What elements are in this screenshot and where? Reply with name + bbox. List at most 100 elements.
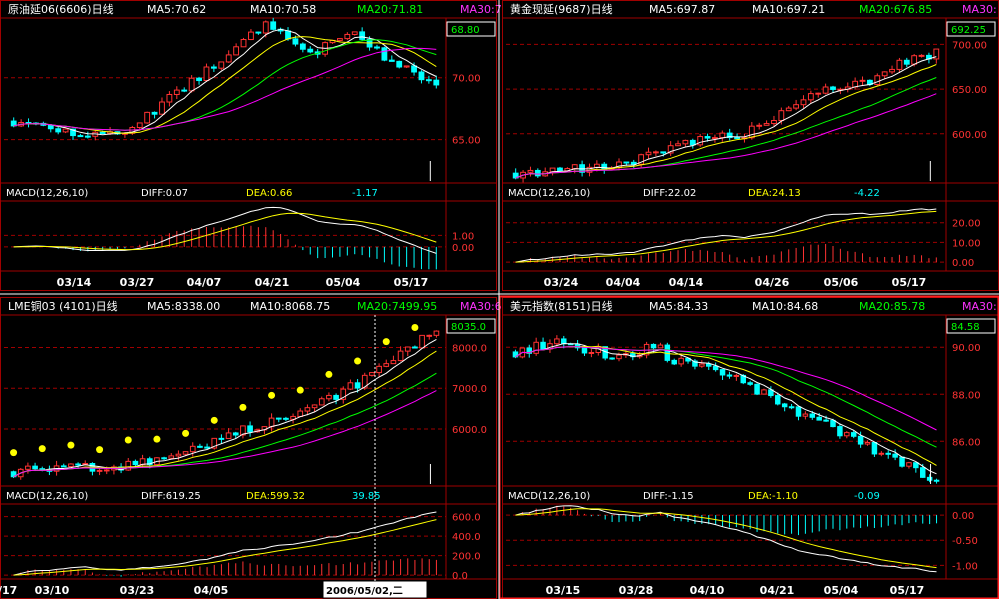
- candle-body: [361, 374, 368, 389]
- candle-body: [816, 416, 822, 421]
- candle-body: [540, 341, 546, 350]
- candle-body: [240, 425, 246, 436]
- candle-body: [347, 382, 354, 390]
- header-ma10: MA10:8068.75: [250, 300, 330, 313]
- candle-body: [689, 139, 696, 146]
- candles: [10, 330, 440, 480]
- macd-tick-label: 20.00: [952, 219, 981, 230]
- signal-dot: [268, 391, 276, 399]
- date-tick-label: 04/10: [690, 584, 725, 597]
- candle-body: [68, 463, 74, 467]
- chart-panel-3: LME铜03 (4101)日线 MA5:8338.00 MA10:8068.75 MA…: [0, 297, 502, 599]
- macd-dea: DEA:0.66: [246, 188, 292, 199]
- candle-body: [182, 451, 189, 455]
- date-tick-label: 03/15: [546, 584, 581, 597]
- ma10-line: [13, 36, 437, 134]
- candle-body: [47, 124, 54, 130]
- candle-body: [719, 369, 726, 376]
- candle-body: [678, 357, 684, 365]
- header-ma20: MA20:676.85: [859, 3, 932, 16]
- candle-body: [919, 467, 926, 478]
- candle-body: [768, 389, 774, 397]
- candle-body: [793, 104, 800, 109]
- header-ma30: MA30:7: [460, 3, 502, 16]
- date-tick-label: 05/17: [394, 276, 429, 289]
- candle-body: [652, 151, 659, 154]
- candle-body: [225, 54, 232, 63]
- macd-tick-label: 600.0: [452, 513, 481, 524]
- macd-tick-label: 0.00: [952, 258, 974, 269]
- candle-body: [390, 360, 397, 365]
- candle-body: [657, 344, 664, 349]
- candle-body: [333, 394, 339, 400]
- candle-body: [159, 101, 165, 115]
- ma10-line: [515, 64, 937, 179]
- chart-panel-1: 原油延06(6606)日线 MA5:70.62 MA10:70.58 MA20:71.…: [0, 0, 502, 291]
- candle-body: [802, 413, 809, 417]
- candle-body: [671, 359, 677, 365]
- date-tick-label: 04/07: [187, 276, 222, 289]
- candle-body: [601, 163, 608, 170]
- candle-body: [75, 463, 81, 466]
- candle-body: [781, 403, 788, 408]
- candle-body: [103, 469, 110, 472]
- candle-body: [892, 453, 898, 458]
- candle-body: [32, 465, 38, 470]
- candle-body: [166, 93, 173, 103]
- candle-body: [807, 93, 814, 101]
- candle-body: [232, 432, 239, 436]
- candle-body: [667, 145, 674, 154]
- candle-body: [616, 354, 622, 360]
- candle-body: [593, 163, 600, 168]
- date-tick-label: 05/17: [890, 584, 925, 597]
- candle-body: [210, 66, 217, 69]
- candle-body: [830, 86, 836, 90]
- macd-tick-label: -1.00: [952, 561, 978, 572]
- candle-body: [533, 341, 539, 354]
- candle-body: [527, 169, 534, 173]
- signal-dot: [182, 429, 190, 437]
- macd-hist-value: -4.22: [854, 188, 880, 199]
- candles: [512, 48, 940, 183]
- candle-body: [761, 389, 767, 395]
- candle-body: [304, 407, 311, 412]
- candle-body: [197, 445, 203, 448]
- date-tick-label: 05/17: [892, 276, 927, 289]
- candle-body: [822, 86, 829, 94]
- date-tick-label: 05/04: [326, 276, 361, 289]
- candle-body: [351, 31, 358, 35]
- crosshair-date: 2006/05/02,二: [326, 585, 403, 597]
- candle-body: [340, 388, 347, 400]
- candle-body: [188, 77, 195, 92]
- candle-body: [574, 343, 581, 349]
- candle-body: [630, 161, 637, 165]
- signal-dot: [296, 386, 304, 394]
- candle-body: [268, 417, 275, 428]
- macd-diff-line: [515, 505, 937, 573]
- candle-body: [337, 38, 343, 41]
- date-tick-label: 05/17: [0, 584, 17, 597]
- candle-body: [864, 442, 871, 445]
- macd-dea-line: [515, 508, 937, 569]
- candle-body: [381, 47, 388, 61]
- candle-body: [554, 338, 560, 345]
- candle-body: [161, 457, 167, 460]
- macd-tick-label: 1.00: [452, 231, 474, 242]
- candle-body: [70, 128, 76, 137]
- candle-body: [175, 453, 182, 457]
- signal-dot: [124, 436, 132, 444]
- candle-body: [168, 455, 175, 459]
- signal-dot: [354, 357, 362, 365]
- candle-body: [911, 55, 918, 65]
- candle-body: [763, 123, 770, 126]
- date-tick-label: 04/14: [669, 276, 704, 289]
- candle-body: [292, 38, 299, 45]
- header-ma10: MA10:84.68: [752, 300, 818, 313]
- candle-body: [719, 132, 726, 139]
- candle-body: [874, 75, 881, 85]
- macd-hist-value: -0.09: [854, 491, 880, 502]
- candle-body: [218, 437, 225, 440]
- candle-body: [682, 139, 689, 145]
- candle-body: [645, 151, 652, 156]
- header-ma10: MA10:70.58: [250, 3, 316, 16]
